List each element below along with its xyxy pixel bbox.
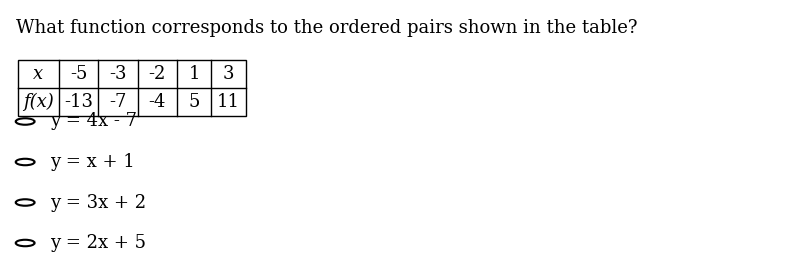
Text: -5: -5: [70, 65, 87, 83]
Text: 5: 5: [188, 93, 200, 111]
Bar: [18, 60, 246, 116]
Text: 3: 3: [222, 65, 234, 83]
Text: -4: -4: [149, 93, 166, 111]
Text: -2: -2: [149, 65, 166, 83]
Text: f(x): f(x): [23, 93, 54, 111]
Text: 11: 11: [217, 93, 240, 111]
Text: 1: 1: [188, 65, 200, 83]
Text: y = 2x + 5: y = 2x + 5: [50, 234, 146, 252]
Text: -7: -7: [110, 93, 126, 111]
Text: What function corresponds to the ordered pairs shown in the table?: What function corresponds to the ordered…: [16, 19, 638, 37]
Text: y = 4x - 7: y = 4x - 7: [50, 113, 138, 130]
Text: x: x: [34, 65, 43, 83]
Text: y = 3x + 2: y = 3x + 2: [50, 194, 146, 211]
Text: y = x + 1: y = x + 1: [50, 153, 135, 171]
Text: -13: -13: [64, 93, 93, 111]
Text: -3: -3: [109, 65, 126, 83]
